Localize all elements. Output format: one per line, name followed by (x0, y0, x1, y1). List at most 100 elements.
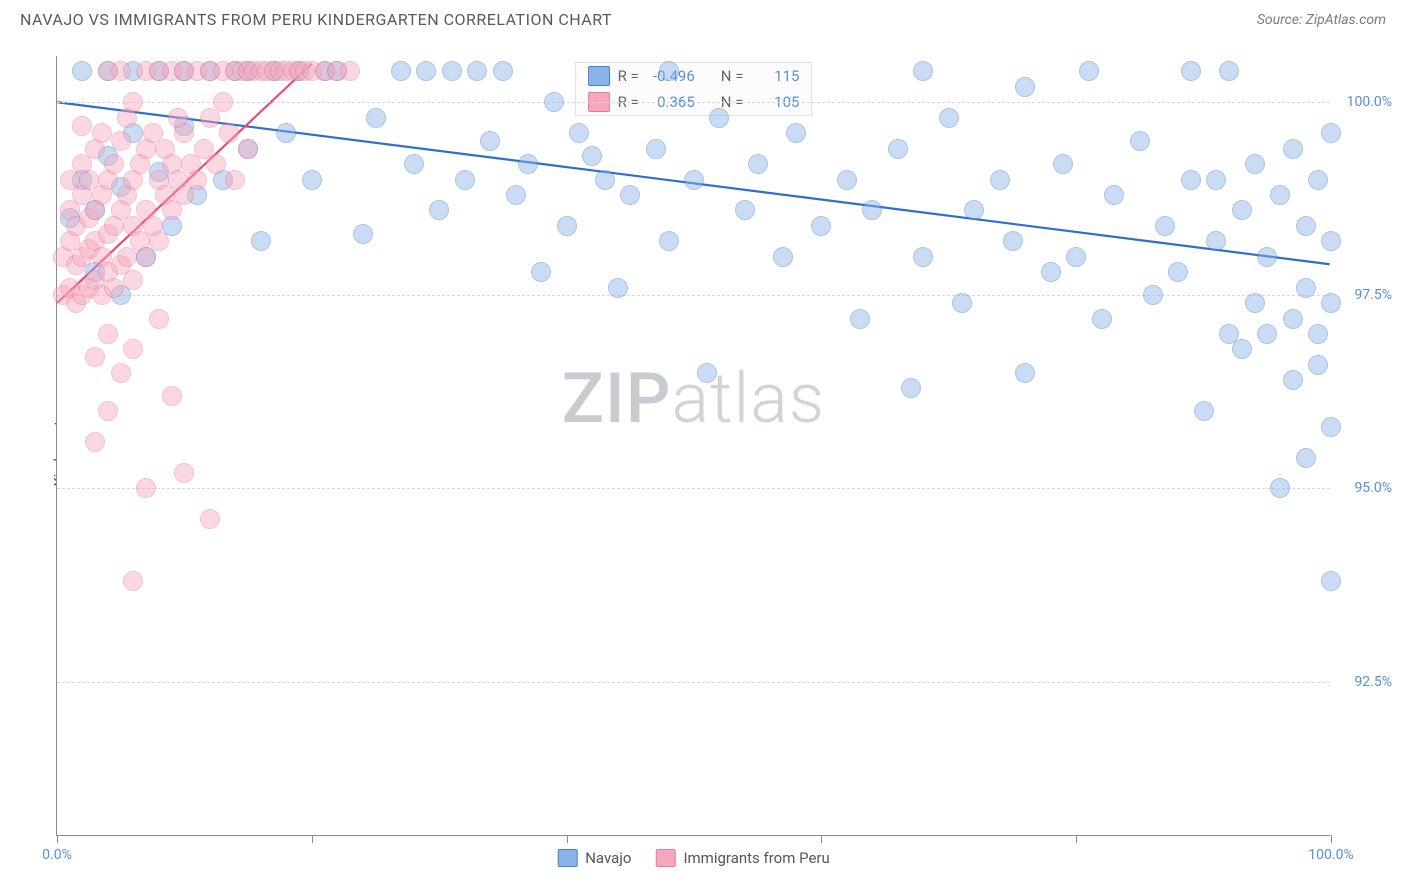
scatter-point (416, 61, 436, 81)
scatter-point (123, 92, 143, 112)
scatter-point (123, 270, 143, 290)
scatter-point (111, 61, 131, 81)
y-tick-label: 97.5% (1354, 287, 1392, 303)
legend-item-peru: Immigrants from Peru (655, 849, 829, 867)
scatter-point (174, 463, 194, 483)
scatter-point (455, 170, 475, 190)
chart-title: NAVAJO VS IMMIGRANTS FROM PERU KINDERGAR… (20, 10, 612, 29)
legend-label-peru: Immigrants from Peru (683, 849, 829, 867)
scatter-point (60, 170, 80, 190)
scatter-point (1283, 309, 1303, 329)
y-tick-label: 95.0% (1354, 480, 1392, 496)
scatter-point (111, 363, 131, 383)
scatter-point (518, 154, 538, 174)
scatter-point (939, 108, 959, 128)
scatter-point (773, 247, 793, 267)
scatter-point (735, 200, 755, 220)
scatter-point (952, 293, 972, 313)
scatter-point (913, 247, 933, 267)
scatter-point (531, 262, 551, 282)
x-tick-label: 100.0% (1308, 847, 1353, 863)
scatter-point (557, 216, 577, 236)
scatter-point (582, 146, 602, 166)
scatter-point (162, 386, 182, 406)
y-tick-label: 100.0% (1347, 94, 1392, 110)
scatter-point (1283, 370, 1303, 390)
gridline (57, 102, 1330, 103)
scatter-point (111, 131, 131, 151)
scatter-point (888, 139, 908, 159)
chart-plot-area: ZIPatlas R = -0.496 N = 115 R = 0.365 N … (56, 56, 1330, 836)
scatter-point (72, 116, 92, 136)
scatter-point (98, 324, 118, 344)
scatter-point (1321, 571, 1341, 591)
scatter-point (104, 154, 124, 174)
scatter-point (709, 108, 729, 128)
scatter-point (238, 139, 258, 159)
scatter-point (353, 224, 373, 244)
scatter-point (1168, 262, 1188, 282)
scatter-point (1283, 139, 1303, 159)
scatter-point (1232, 200, 1252, 220)
scatter-point (85, 347, 105, 367)
scatter-point (391, 61, 411, 81)
scatter-point (1092, 309, 1112, 329)
scatter-point (442, 61, 462, 81)
scatter-point (659, 231, 679, 251)
scatter-point (467, 61, 487, 81)
scatter-point (206, 154, 226, 174)
scatter-point (684, 170, 704, 190)
scatter-point (123, 571, 143, 591)
scatter-point (302, 170, 322, 190)
x-tick (57, 835, 58, 843)
r-label: R = (618, 67, 639, 85)
scatter-point (862, 200, 882, 220)
scatter-point (1270, 185, 1290, 205)
scatter-point (1296, 448, 1316, 468)
x-tick (1076, 835, 1077, 843)
scatter-point (1257, 247, 1277, 267)
scatter-point (697, 363, 717, 383)
watermark: ZIPatlas (562, 358, 826, 440)
scatter-point (1206, 170, 1226, 190)
gridline (57, 682, 1330, 683)
scatter-point (219, 123, 239, 143)
scatter-point (1257, 324, 1277, 344)
legend-swatch-navajo (557, 849, 577, 867)
correlation-stats-box: R = -0.496 N = 115 R = 0.365 N = 105 (575, 62, 813, 116)
scatter-point (1079, 61, 1099, 81)
scatter-point (1308, 170, 1328, 190)
legend-swatch-peru (655, 849, 675, 867)
x-tick (821, 835, 822, 843)
scatter-point (506, 185, 526, 205)
scatter-point (1206, 231, 1226, 251)
x-tick (567, 835, 568, 843)
scatter-point (1003, 231, 1023, 251)
scatter-point (1041, 262, 1061, 282)
scatter-point (1181, 170, 1201, 190)
scatter-point (187, 170, 207, 190)
scatter-point (1245, 154, 1265, 174)
legend-item-navajo: Navajo (557, 849, 631, 867)
scatter-point (659, 61, 679, 81)
scatter-point (748, 154, 768, 174)
scatter-point (1155, 216, 1175, 236)
scatter-point (104, 278, 124, 298)
scatter-point (429, 200, 449, 220)
scatter-point (1053, 154, 1073, 174)
scatter-point (404, 154, 424, 174)
scatter-point (1270, 478, 1290, 498)
scatter-point (595, 170, 615, 190)
scatter-point (608, 278, 628, 298)
scatter-point (123, 339, 143, 359)
scatter-point (1104, 185, 1124, 205)
x-tick (312, 835, 313, 843)
y-tick-label: 92.5% (1354, 674, 1392, 690)
scatter-point (213, 92, 233, 112)
legend-label-navajo: Navajo (585, 849, 631, 867)
scatter-point (174, 123, 194, 143)
scatter-point (1308, 355, 1328, 375)
scatter-point (786, 123, 806, 143)
scatter-point (276, 123, 296, 143)
scatter-point (1296, 216, 1316, 236)
